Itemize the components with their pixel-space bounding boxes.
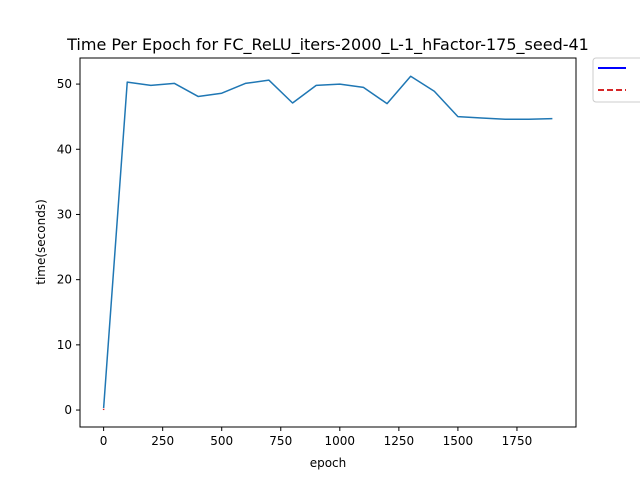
x-tick-label: 1750 — [502, 434, 533, 448]
y-tick-label: 50 — [57, 77, 72, 91]
chart-title: Time Per Epoch for FC_ReLU_iters-2000_L-… — [66, 35, 589, 55]
plot-area — [80, 58, 576, 427]
plot-frame — [79, 57, 577, 428]
legend[interactable] — [592, 57, 640, 103]
x-tick-label: 250 — [151, 434, 174, 448]
x-axis: 0 250 500 750 1000 1250 1500 1750 — [100, 427, 532, 448]
x-axis-label: epoch — [310, 456, 347, 470]
y-axis-label: time(seconds) — [34, 199, 48, 285]
x-tick-label: 1500 — [443, 434, 474, 448]
y-tick-label: 0 — [64, 403, 72, 417]
y-tick-label: 20 — [57, 273, 72, 287]
y-tick-label: 30 — [57, 207, 72, 221]
x-tick-label: 1250 — [384, 434, 415, 448]
series-layer — [102, 75, 553, 411]
y-tick-label: 10 — [57, 338, 72, 352]
x-tick-label: 1000 — [325, 434, 356, 448]
series-1-line — [102, 75, 553, 409]
y-tick-label: 40 — [57, 142, 72, 156]
x-tick-label: 750 — [269, 434, 292, 448]
x-tick-label: 0 — [100, 434, 108, 448]
x-tick-label: 500 — [210, 434, 233, 448]
y-axis: 0 10 20 30 40 50 — [57, 77, 80, 417]
legend-box — [592, 57, 640, 103]
